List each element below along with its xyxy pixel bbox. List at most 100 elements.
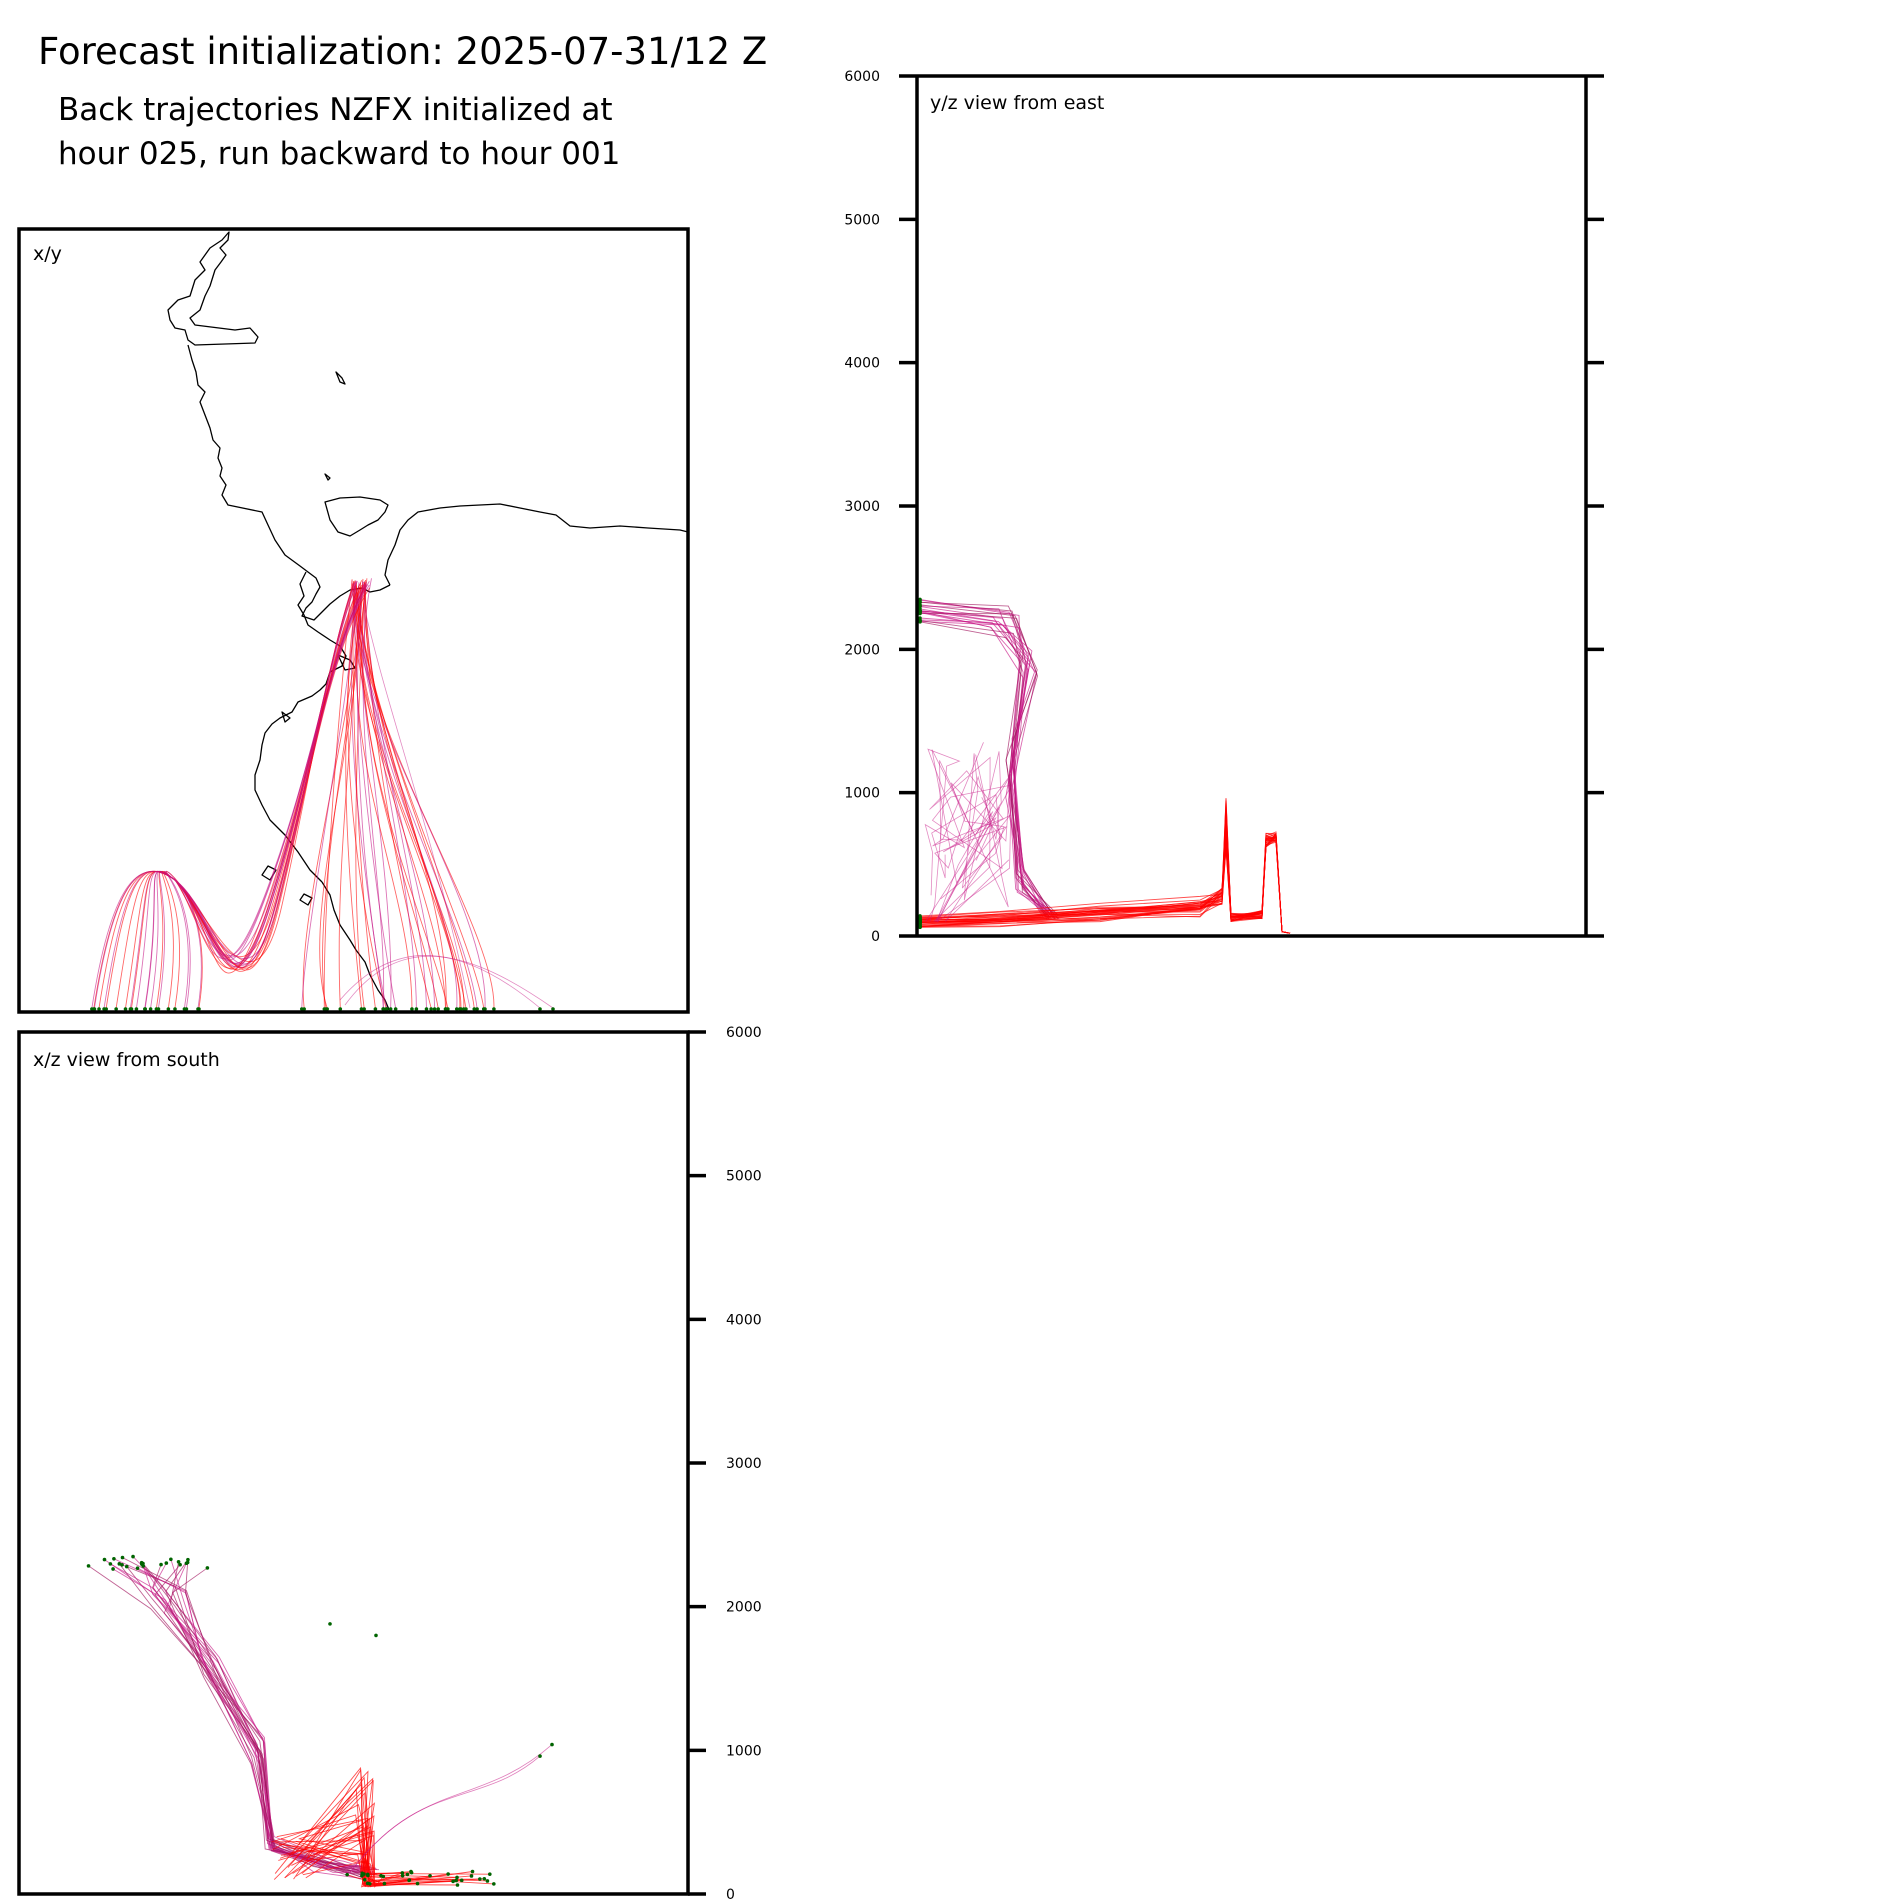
yz-endpoint-marker <box>918 620 922 624</box>
xz-endpoint-marker <box>470 1869 475 1874</box>
xy-endpoint-marker <box>166 1007 171 1011</box>
xy-trajectory-west <box>135 585 355 1009</box>
yz-trajectory-upper <box>919 599 1049 916</box>
xy-endpoint-marker <box>359 1007 364 1011</box>
xz-endpoint-marker <box>159 1562 163 1567</box>
xz-endpoint-markers <box>86 1554 554 1887</box>
xz-frame <box>17 1030 690 1896</box>
xy-endpoint-marker <box>424 1007 429 1011</box>
xy-trajectory <box>364 582 432 1009</box>
xy-endpoint-marker <box>414 1007 419 1011</box>
xz-endpoint-marker <box>374 1633 378 1638</box>
xy-endpoint-marker <box>436 1007 440 1011</box>
yz-endpoint-marker <box>918 604 922 608</box>
xz-endpoint-marker <box>400 1873 405 1878</box>
coastline-segment <box>324 496 389 537</box>
xy-endpoint-marker <box>362 1007 366 1011</box>
coastline-segment <box>299 893 313 906</box>
yz-trajectory-wiggle <box>931 784 1013 922</box>
xy-endpoint-marker <box>472 1007 477 1011</box>
xy-endpoint-marker <box>384 1007 389 1011</box>
xz-endpoint-marker <box>86 1564 91 1568</box>
xy-trajectory <box>355 583 446 1009</box>
yz-trajectory-wiggle <box>929 742 1004 922</box>
xy-endpoint-marker <box>492 1007 496 1011</box>
xy-trajectory-west <box>131 580 363 1009</box>
xy-endpoint-markers <box>90 1007 555 1011</box>
coastline-segment <box>254 571 347 883</box>
xz-endpoint-marker <box>482 1876 487 1881</box>
xz-trajectory-upper <box>165 1559 361 1880</box>
yz-y-tick-label: 2000 <box>844 642 880 658</box>
xz-trajectory-low <box>284 1815 431 1886</box>
xy-trajectory <box>357 586 465 1009</box>
xz-endpoint-marker <box>120 1562 124 1567</box>
xz-trajectory-low <box>284 1792 458 1886</box>
yz-endpoint-marker <box>918 610 922 615</box>
xz-y-tick-label: 6000 <box>726 1025 762 1041</box>
xy-endpoint-marker <box>173 1007 177 1011</box>
xz-endpoint-marker <box>455 1883 460 1887</box>
xz-y-tick-label: 5000 <box>726 1169 762 1185</box>
xy-endpoint-marker <box>134 1007 139 1011</box>
xy-trajectory <box>347 587 387 1009</box>
xy-endpoint-marker <box>143 1007 147 1011</box>
xz-endpoint-marker <box>415 1881 420 1886</box>
yz-trajectory-upper <box>919 621 1056 920</box>
xz-trajectory-low <box>275 1842 412 1874</box>
xz-endpoint-marker <box>362 1872 366 1876</box>
xy-trajectory-east <box>364 609 471 1009</box>
yz-endpoint-marker <box>918 920 922 925</box>
xy-panel-label: x/y <box>33 243 62 265</box>
xz-y-tick-label: 0 <box>726 1887 735 1900</box>
xz-y-tick-label: 1000 <box>726 1743 762 1759</box>
xz-endpoint-marker <box>328 1622 332 1626</box>
coastline-segment <box>261 865 277 881</box>
xz-endpoint-marker <box>108 1562 113 1566</box>
xy-trajectory <box>345 586 364 1009</box>
xy-endpoint-marker <box>457 1007 462 1011</box>
xy-endpoint-marker <box>129 1007 134 1011</box>
xz-endpoint-marker <box>488 1872 492 1876</box>
xy-endpoint-marker <box>123 1007 128 1011</box>
xy-trajectories <box>91 578 554 1009</box>
xz-endpoint-marker <box>366 1873 370 1878</box>
xz-endpoint-marker <box>446 1872 450 1876</box>
yz-endpoint-marker <box>918 616 922 620</box>
xz-trajectory-upper <box>163 1563 362 1879</box>
xz-endpoint-marker <box>550 1742 554 1747</box>
xz-trajectory-upper <box>118 1563 363 1873</box>
xz-endpoint-marker <box>454 1878 458 1883</box>
xz-endpoint-marker <box>141 1564 146 1568</box>
yz-panel-label: y/z view from east <box>930 92 1104 114</box>
xz-trajectory-low <box>307 1835 458 1878</box>
xy-trajectory-west <box>165 584 370 1009</box>
xz-trajectory-upper <box>122 1557 363 1876</box>
xy-endpoint-marker <box>156 1007 161 1011</box>
xy-endpoint-marker <box>90 1007 94 1011</box>
yz-endpoint-marker <box>918 917 922 922</box>
yz-trajectory-upper <box>919 610 1059 920</box>
xz-panel-label: x/z view from south <box>33 1049 220 1071</box>
xy-endpoint-marker <box>196 1007 200 1011</box>
yz-trajectory-wiggle <box>937 745 1013 922</box>
xy-endpoint-marker <box>393 1007 398 1011</box>
xy-endpoint-marker <box>92 1007 97 1011</box>
xy-trajectory-west <box>103 581 370 1009</box>
xz-endpoint-marker <box>186 1557 190 1562</box>
xz-endpoint-marker <box>428 1873 432 1878</box>
xz-endpoint-marker <box>451 1879 455 1884</box>
yz-trajectory-upper <box>919 601 1059 916</box>
xy-endpoint-marker <box>338 1007 343 1011</box>
xz-endpoint-marker <box>407 1878 411 1883</box>
xz-endpoint-marker <box>124 1564 129 1569</box>
yz-endpoint-marker <box>918 924 922 928</box>
xz-endpoint-marker <box>455 1875 459 1880</box>
xy-endpoint-marker <box>483 1007 487 1011</box>
xy-endpoint-marker <box>148 1007 153 1011</box>
yz-y-tick-label: 3000 <box>844 499 880 515</box>
xz-endpoint-marker <box>478 1877 482 1881</box>
yz-panel: 0 1000 2000 3000 4000 5000 6000 y/z view from … <box>844 69 1604 945</box>
xz-endpoint-marker <box>485 1879 490 1883</box>
coastline-segment <box>384 503 689 586</box>
